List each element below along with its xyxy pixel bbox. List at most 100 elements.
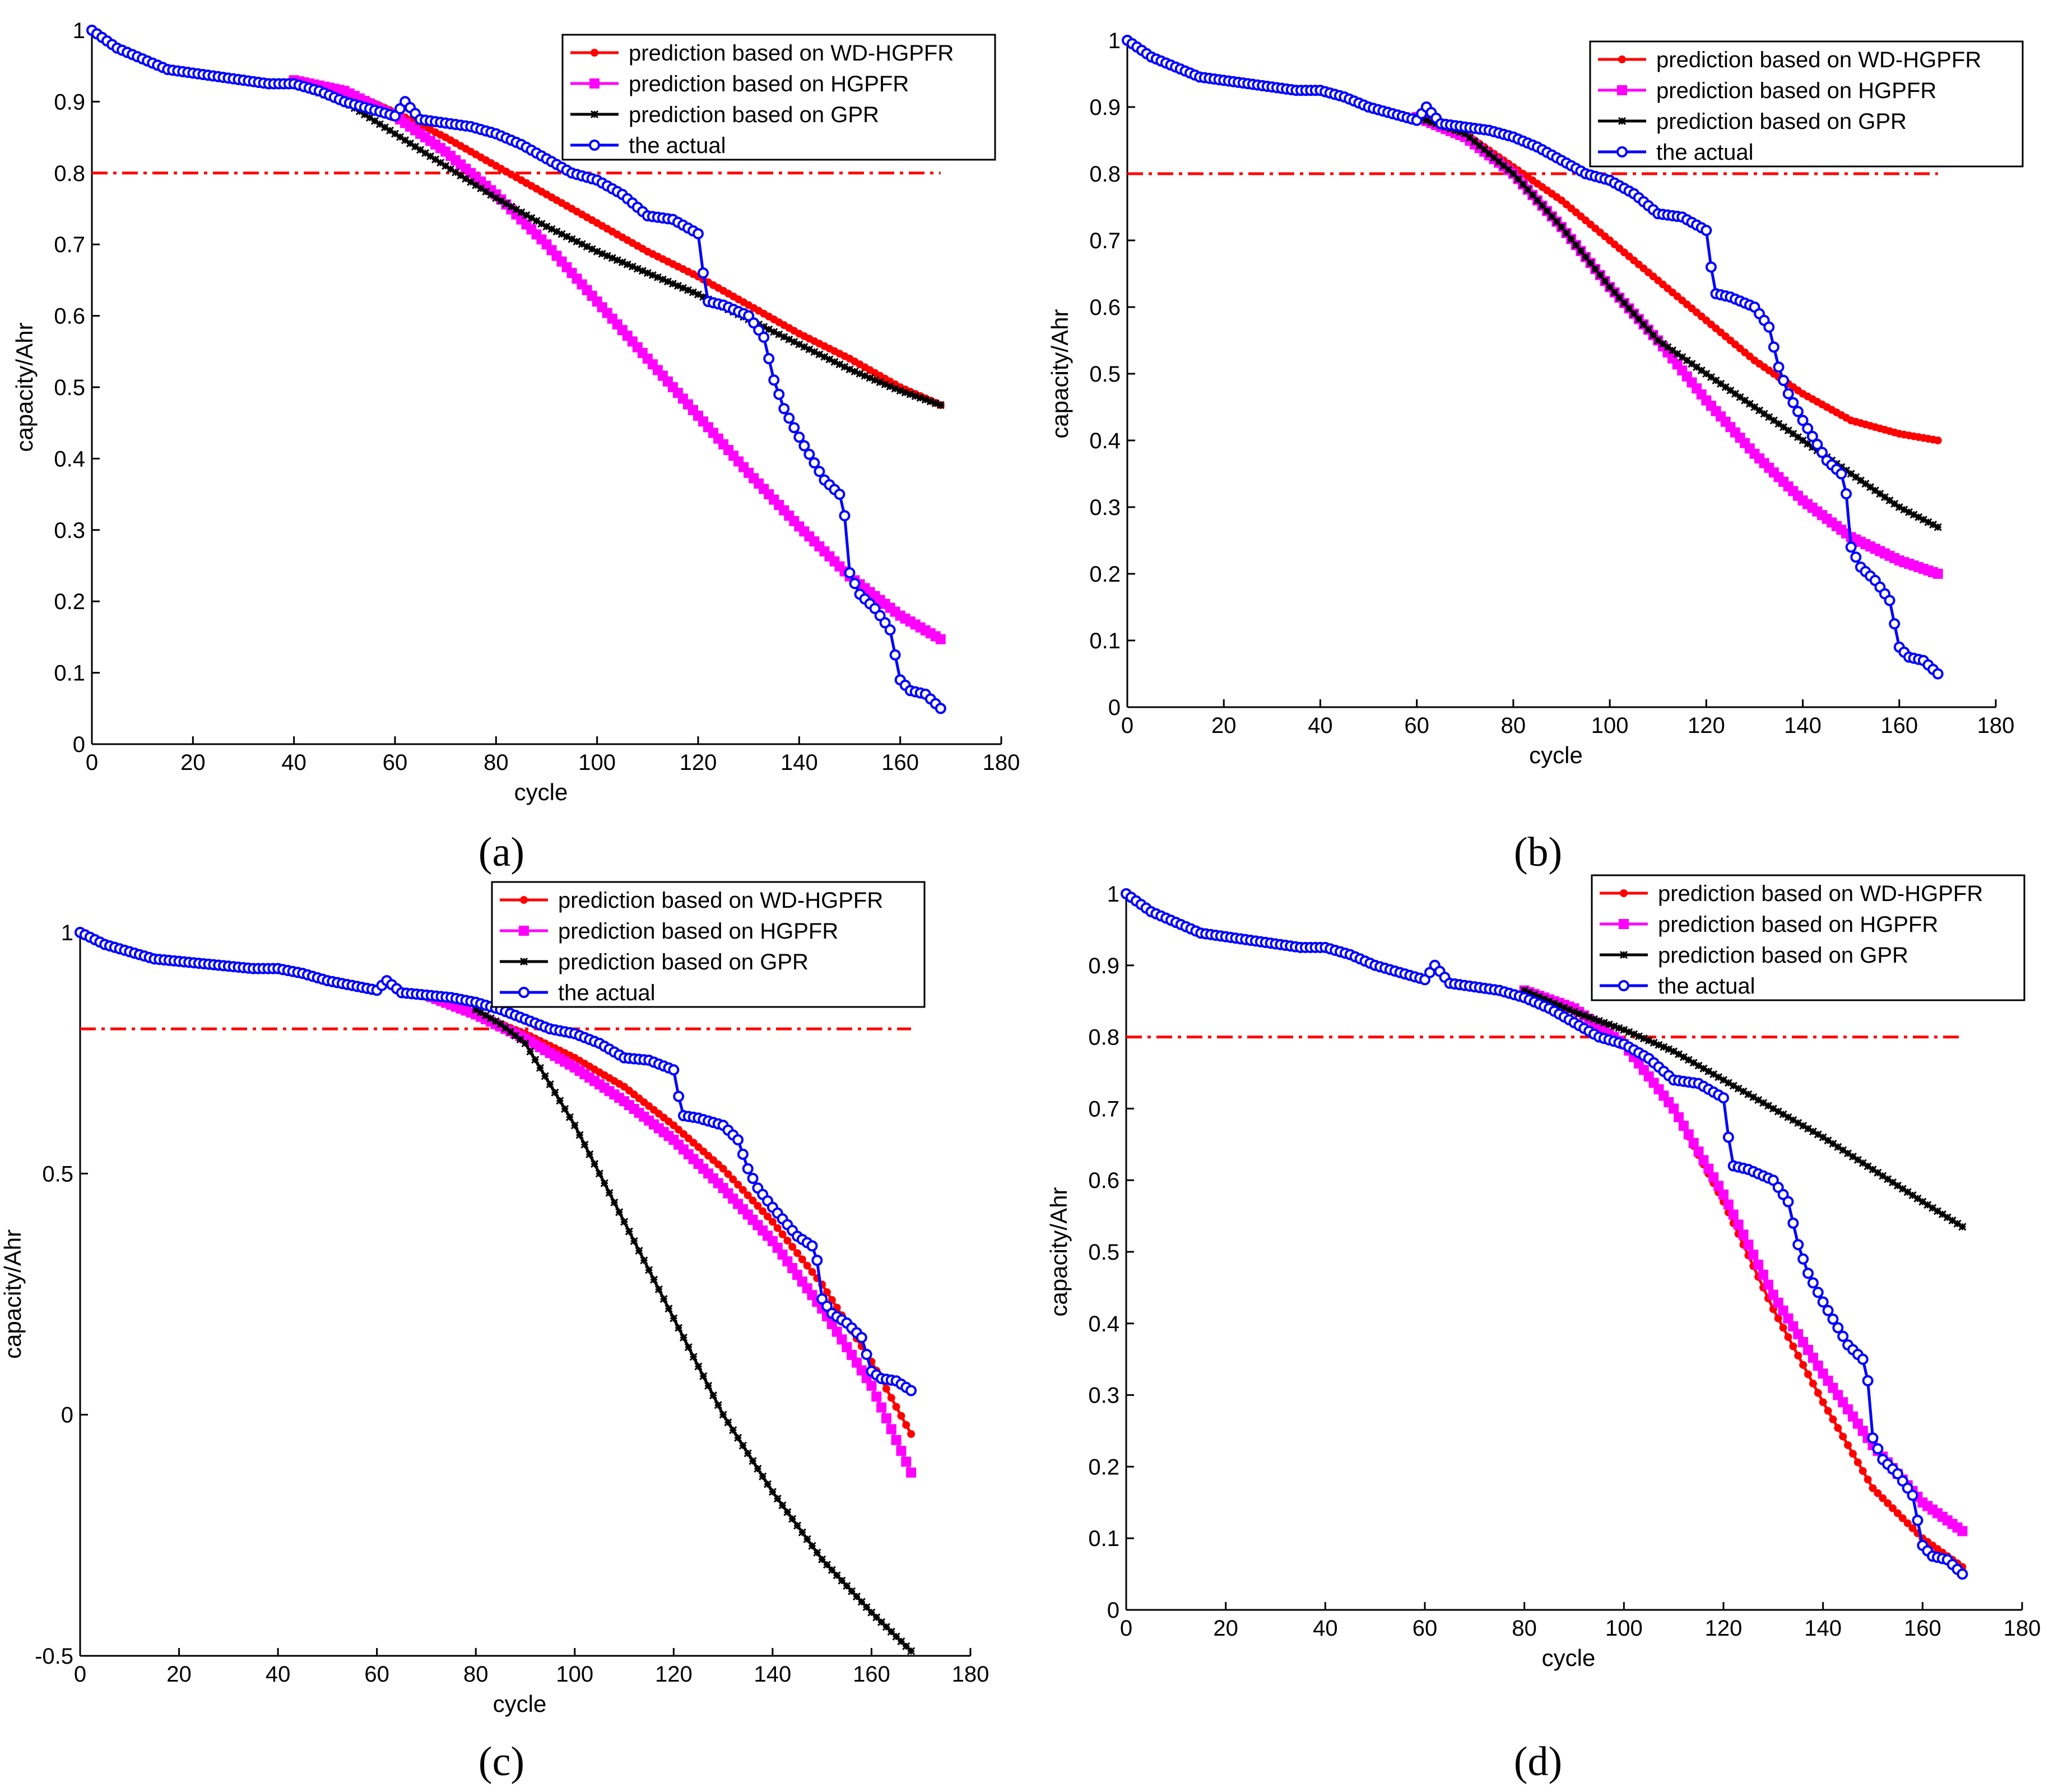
y-axis-label: capacity/Ahr (11, 322, 38, 452)
legend-marker (1616, 146, 1628, 157)
data-point (1722, 1131, 1734, 1143)
data-point (684, 1343, 693, 1352)
data-point (1783, 1313, 1794, 1324)
data-point (719, 1164, 727, 1173)
series-actual (75, 927, 917, 1396)
legend: prediction based on WD-HGPFR prediction b… (1589, 40, 2024, 168)
data-point (1819, 1398, 1827, 1406)
legend-item: prediction based on GPR (1598, 109, 1907, 134)
data-point (546, 1080, 554, 1089)
data-point (575, 1131, 584, 1139)
data-point (1799, 1361, 1808, 1369)
x-tick-label: 140 (780, 750, 818, 775)
legend-box (1591, 874, 2025, 1001)
legend-marker (591, 49, 598, 57)
data-point (1654, 336, 1662, 345)
x-axis-label: cycle (1529, 742, 1583, 768)
legend-label: prediction based on HGPFR (629, 72, 909, 96)
data-point (1908, 1524, 1917, 1533)
data-point (1774, 1314, 1782, 1322)
data-point (665, 1304, 673, 1313)
legend-marker (1618, 55, 1626, 63)
y-tick-label: 0.5 (1089, 362, 1121, 387)
data-point (1794, 1352, 1802, 1360)
data-point (1763, 321, 1775, 333)
legend-marker (1618, 117, 1627, 126)
data-point (778, 1230, 787, 1238)
x-tick-label: 120 (655, 1662, 693, 1687)
x-axis-label: cycle (493, 1691, 547, 1717)
x-tick-label: 60 (364, 1662, 389, 1687)
legend-label: prediction based on HGPFR (558, 919, 838, 944)
x-tick-label: 120 (1688, 713, 1725, 738)
legend-marker (1618, 980, 1629, 991)
data-point (1862, 1375, 1874, 1387)
x-tick-label: 180 (2004, 1616, 2041, 1641)
data-point (1829, 1415, 1837, 1424)
data-point (1836, 468, 1847, 480)
data-point (768, 374, 780, 386)
x-tick-label: 20 (1211, 713, 1237, 738)
panel-label: (b) (1514, 829, 1562, 875)
legend-marker (520, 896, 528, 904)
data-point (773, 388, 785, 400)
data-point (1858, 1467, 1867, 1475)
y-tick-label: 1 (61, 921, 73, 945)
data-point (1907, 1489, 1918, 1501)
data-point (1769, 1104, 1777, 1113)
data-point (793, 1249, 802, 1257)
data-point (1832, 1322, 1844, 1334)
data-point (1777, 1189, 1789, 1200)
data-point (1897, 1475, 1908, 1487)
legend-label: prediction based on GPR (629, 103, 879, 127)
legend-box (561, 34, 996, 161)
legend-label: the actual (1656, 140, 1753, 165)
data-point (1773, 361, 1785, 373)
data-point (380, 123, 389, 132)
data-point (1674, 1112, 1684, 1122)
data-point (902, 1420, 910, 1429)
legend-label: prediction based on HGPFR (1656, 78, 1936, 103)
data-point (689, 1353, 698, 1361)
data-point (764, 1212, 772, 1220)
data-point (879, 617, 891, 629)
data-point (591, 1160, 599, 1168)
data-point (615, 1208, 624, 1217)
data-point (1792, 406, 1804, 417)
data-point (901, 1456, 912, 1467)
data-point (749, 1196, 757, 1205)
y-axis-label: capacity/Ahr (1047, 309, 1073, 438)
data-point (1934, 523, 1942, 531)
data-point (1827, 1313, 1839, 1325)
data-point (823, 1288, 831, 1297)
legend-item: prediction based on HGPFR (1598, 78, 1936, 103)
data-point (1713, 1181, 1724, 1191)
data-point (1812, 1287, 1824, 1298)
data-point (1806, 430, 1818, 442)
data-point (814, 466, 825, 477)
data-point (1773, 1297, 1783, 1308)
legend-item: the actual (1600, 974, 1755, 999)
y-tick-label: 0.5 (54, 375, 85, 400)
data-point (1765, 413, 1773, 421)
x-tick-label: 160 (1904, 1616, 1941, 1641)
data-point (1741, 396, 1749, 405)
y-tick-label: 0 (73, 732, 85, 757)
legend-box (491, 881, 926, 1008)
data-point (783, 412, 795, 424)
data-point (1919, 516, 1927, 524)
data-point (654, 1285, 663, 1293)
y-tick-label: 0.8 (1089, 162, 1121, 187)
data-point (847, 1349, 857, 1360)
data-point (886, 1424, 896, 1434)
data-point (788, 422, 800, 434)
data-point (1824, 1406, 1832, 1415)
data-point (673, 1090, 685, 1102)
data-point (783, 1236, 792, 1245)
legend-marker (1617, 85, 1627, 95)
legend-label: prediction based on GPR (1658, 943, 1908, 968)
y-axis-label: capacity/Ahr (0, 1229, 26, 1359)
data-point (541, 1072, 549, 1080)
data-point (1698, 1155, 1709, 1166)
y-tick-label: 0.2 (1088, 1455, 1119, 1479)
